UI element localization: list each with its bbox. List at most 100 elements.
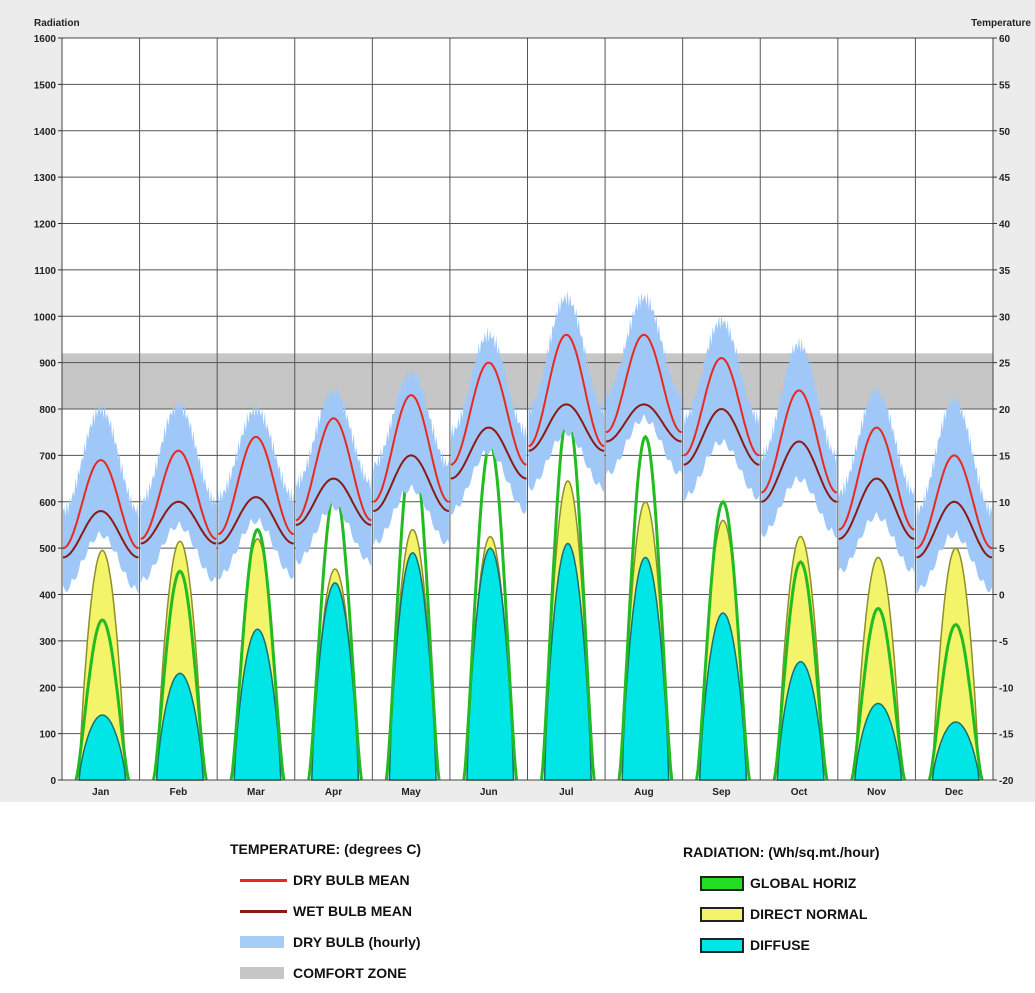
global-horiz-oct [772, 560, 829, 781]
month-label-jan: Jan [92, 787, 109, 798]
dry-bulb-hourly-mar [218, 400, 294, 580]
dry-bulb-mean-oct [761, 389, 838, 494]
left-tick-label: 1600 [34, 34, 57, 45]
left-tick-label: 700 [39, 451, 56, 462]
legend-label: DRY BULB MEAN [293, 872, 410, 888]
legend-item-diffuse: DIFFUSE [683, 934, 880, 956]
month-label-jul: Jul [559, 787, 574, 798]
left-axis-title: Radiation [34, 18, 80, 29]
global-horiz-aug [617, 434, 674, 781]
month-label-jun: Jun [480, 787, 498, 798]
global-horiz-mar [229, 527, 286, 781]
month-label-apr: Apr [325, 787, 342, 798]
global-horiz-swatch [700, 875, 744, 891]
diffuse-swatch [700, 937, 744, 953]
top-margin [0, 0, 1035, 38]
legend-label: DIRECT NORMAL [750, 906, 868, 922]
right-tick-label: 15 [999, 451, 1011, 462]
wet-bulb-mean-jun [450, 426, 527, 480]
wet-bulb-mean-nov [838, 477, 915, 540]
diffuse-jan [78, 714, 127, 781]
wet-bulb-mean-sep [683, 407, 760, 466]
wet-bulb-mean-dec [916, 500, 993, 559]
dry-bulb-mean-jun [450, 361, 527, 466]
left-tick-label: 1400 [34, 127, 57, 138]
left-tick-label: 1100 [34, 266, 56, 277]
right-tick-label: 5 [999, 544, 1005, 555]
wet-bulb-mean-jul [528, 403, 605, 452]
right-tick-label: 25 [999, 359, 1011, 370]
left-tick-label: 600 [39, 498, 56, 509]
dry-bulb-hourly-oct [761, 336, 837, 538]
month-label-nov: Nov [867, 787, 886, 798]
right-tick-label: -10 [999, 683, 1014, 694]
dry-bulb-mean-sep [683, 356, 760, 457]
left-tick-label: 1300 [34, 173, 57, 184]
dry-bulb-mean-feb [140, 449, 217, 540]
left-tick-label: 200 [39, 683, 56, 694]
left-tick-label: 1500 [34, 80, 57, 91]
wet-bulb-mean-swatch [240, 909, 287, 913]
dry-bulb-hourly-dec [916, 391, 992, 594]
wet-bulb-mean-may [373, 454, 449, 512]
diffuse-apr [311, 582, 360, 781]
wet-bulb-mean-aug [606, 403, 682, 443]
right-tick-label: 60 [999, 34, 1011, 45]
global-horiz-jan [74, 618, 131, 781]
legend-item-global-horiz: GLOBAL HORIZ [683, 872, 880, 894]
direct-normal-swatch [700, 906, 744, 922]
wet-bulb-mean-mar [218, 496, 294, 545]
month-label-sep: Sep [712, 787, 730, 798]
radiation-legend-title: RADIATION: (Wh/sq.mt./hour) [683, 844, 880, 860]
diffuse-feb [155, 672, 205, 781]
bottom-margin [0, 780, 1035, 802]
diffuse-dec [931, 721, 980, 781]
global-horiz-nov [850, 606, 907, 781]
left-tick-label: 300 [39, 637, 56, 648]
direct-normal-jan [78, 549, 127, 781]
diffuse-aug [621, 556, 670, 781]
legend-label: DRY BULB (hourly) [293, 934, 421, 950]
dry-bulb-mean-aug [605, 333, 682, 434]
month-label-mar: Mar [247, 787, 265, 798]
wet-bulb-mean-jan [62, 509, 139, 559]
right-tick-label: -20 [999, 776, 1014, 787]
dry-bulb-mean-swatch [240, 878, 287, 882]
legend-label: COMFORT ZONE [293, 965, 407, 981]
dry-bulb-hourly-sep [683, 313, 760, 501]
right-tick-label: 30 [999, 312, 1011, 323]
right-axis-title: Temperature [971, 18, 1031, 29]
right-tick-label: 10 [999, 498, 1011, 509]
dry-bulb-hourly-jan [63, 401, 139, 594]
diffuse-sep [698, 612, 748, 781]
month-label-oct: Oct [791, 787, 808, 798]
radiation-legend: RADIATION: (Wh/sq.mt./hour) GLOBAL HORIZ… [683, 841, 880, 965]
legend-item-dry-bulb-mean: DRY BULB MEAN [230, 869, 421, 891]
legend-label: DIFFUSE [750, 937, 810, 953]
right-tick-label: 50 [999, 127, 1011, 138]
radiation-temperature-chart: 0100200300400500600700800900100011001200… [0, 0, 1035, 802]
month-label-feb: Feb [169, 787, 187, 798]
global-horiz-sep [695, 499, 751, 781]
legend-item-dry-bulb-hourly: DRY BULB (hourly) [230, 931, 421, 953]
diffuse-nov [854, 702, 903, 781]
wet-bulb-mean-oct [761, 440, 837, 503]
dry-bulb-hourly-jul [528, 289, 605, 492]
right-tick-label: -5 [999, 637, 1008, 648]
legend-label: WET BULB MEAN [293, 903, 412, 919]
legend-item-comfort-zone: COMFORT ZONE [230, 962, 421, 984]
wet-bulb-mean-feb [140, 500, 217, 545]
dry-bulb-mean-apr [295, 417, 372, 522]
right-margin [993, 0, 1035, 800]
legend-item-wet-bulb-mean: WET BULB MEAN [230, 900, 421, 922]
left-tick-label: 100 [39, 730, 56, 741]
dry-bulb-mean-dec [916, 454, 993, 550]
right-tick-label: 55 [999, 80, 1011, 91]
comfort-zone-swatch [240, 967, 284, 979]
wet-bulb-mean-apr [295, 477, 372, 526]
direct-normal-dec [931, 547, 980, 781]
right-tick-label: 40 [999, 220, 1011, 231]
right-tick-label: 20 [999, 405, 1011, 416]
month-label-may: May [401, 787, 421, 798]
left-tick-label: 1200 [34, 220, 57, 231]
